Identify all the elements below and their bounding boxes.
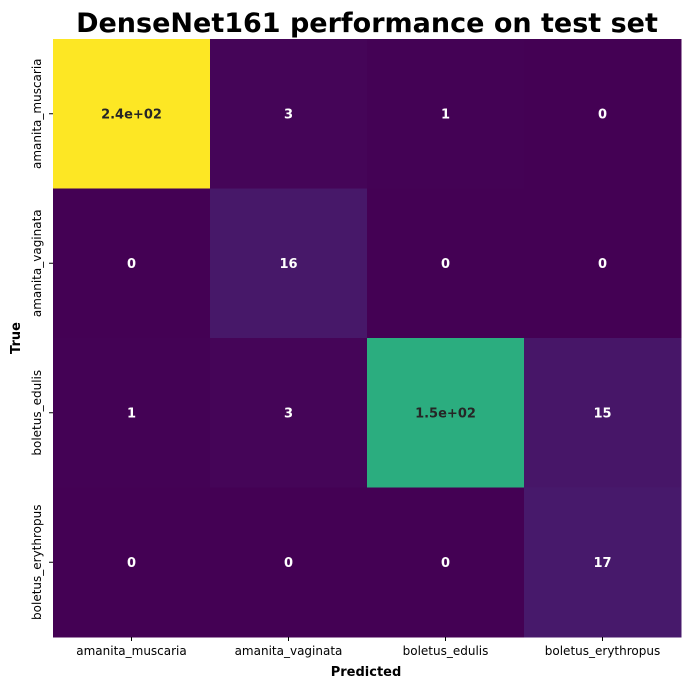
heatmap-annotations: 2.4e+02 3 1 0 0 16 0 0 1 3 1.5e+02 15 0 0 0 17: [101, 107, 611, 571]
y-tick-label: amanita_vaginata: [30, 209, 44, 317]
heatmap-cell: [53, 188, 211, 339]
heatmap-cell: [524, 338, 682, 488]
heatmap-cell: [524, 188, 682, 339]
heatmap-cell: [53, 39, 211, 189]
cell-annotation: 0: [441, 257, 450, 272]
cell-annotation: 1: [441, 107, 450, 122]
y-axis-label: True: [9, 322, 24, 354]
x-tick-label: amanita_vaginata: [235, 644, 343, 658]
x-tick-label: boletus_erythropus: [545, 644, 660, 658]
x-tick-label: amanita_muscaria: [76, 644, 187, 658]
x-axis-ticks: amanita_muscaria amanita_vaginata boletus_…: [76, 637, 660, 658]
heatmap-cell: [53, 487, 211, 638]
cell-annotation: 3: [284, 406, 293, 421]
y-axis-ticks: amanita_muscaria amanita_vaginata boletus_…: [30, 58, 53, 620]
cell-annotation: 0: [284, 556, 293, 571]
heatmap-cell: [524, 39, 682, 189]
heatmap-cell: [210, 188, 368, 339]
heatmap-cells: [53, 39, 682, 638]
cell-annotation: 0: [127, 257, 136, 272]
y-tick-label: boletus_edulis: [30, 370, 44, 456]
heatmap-cell: [367, 338, 525, 488]
heatmap-cell: [367, 188, 525, 339]
cell-annotation: 2.4e+02: [101, 107, 162, 122]
cell-annotation: 15: [593, 406, 611, 421]
cell-annotation: 0: [127, 556, 136, 571]
cell-annotation: 1.5e+02: [415, 406, 476, 421]
heatmap-cell: [367, 39, 525, 189]
cell-annotation: 1: [127, 406, 136, 421]
heatmap-cell: [367, 487, 525, 638]
cell-annotation: 0: [441, 556, 450, 571]
y-tick-label: boletus_erythropus: [30, 505, 44, 620]
heatmap-cell: [210, 487, 368, 638]
cell-annotation: 16: [279, 257, 297, 272]
cell-annotation: 0: [598, 257, 607, 272]
x-tick-label: boletus_edulis: [403, 644, 489, 658]
cell-annotation: 0: [598, 107, 607, 122]
heatmap-cell: [210, 39, 368, 189]
heatmap-cell: [53, 338, 211, 488]
chart-title: DenseNet161 performance on test set: [76, 8, 658, 39]
x-axis-label: Predicted: [331, 665, 402, 680]
y-tick-label: amanita_muscaria: [30, 58, 44, 169]
cell-annotation: 17: [593, 556, 611, 571]
heatmap-cell: [524, 487, 682, 638]
heatmap-cell: [210, 338, 368, 488]
cell-annotation: 3: [284, 107, 293, 122]
